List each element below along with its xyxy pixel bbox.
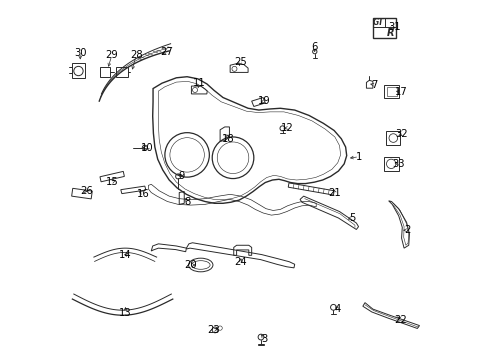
Bar — [383, 157, 398, 171]
Text: 19: 19 — [257, 96, 270, 106]
Bar — [386, 87, 396, 96]
Text: R: R — [386, 27, 393, 37]
Text: 21: 21 — [328, 188, 341, 198]
Text: 27: 27 — [160, 46, 172, 57]
Text: 14: 14 — [119, 250, 131, 260]
Text: 15: 15 — [106, 177, 119, 187]
Text: GT: GT — [372, 18, 384, 27]
Text: 9: 9 — [178, 171, 184, 181]
Text: 22: 22 — [394, 315, 407, 325]
Text: 3: 3 — [261, 333, 267, 343]
Text: 31: 31 — [387, 22, 400, 32]
Text: 10: 10 — [141, 143, 153, 153]
Text: 25: 25 — [233, 57, 246, 67]
Text: 12: 12 — [280, 123, 293, 133]
Bar — [386, 131, 400, 145]
Text: 11: 11 — [193, 78, 205, 88]
Text: 18: 18 — [222, 134, 234, 144]
Bar — [384, 85, 399, 98]
Bar — [72, 188, 92, 199]
Text: 20: 20 — [184, 260, 197, 270]
Text: 6: 6 — [310, 42, 317, 52]
Bar — [72, 63, 85, 78]
Text: 26: 26 — [80, 186, 93, 197]
Text: 5: 5 — [348, 213, 355, 222]
Text: 28: 28 — [130, 50, 142, 60]
Text: 1: 1 — [355, 152, 362, 162]
Bar — [116, 67, 127, 77]
Text: 16: 16 — [137, 189, 149, 199]
Text: 32: 32 — [394, 129, 407, 139]
Text: 24: 24 — [234, 257, 247, 267]
Text: 2: 2 — [404, 225, 410, 235]
Text: 13: 13 — [119, 308, 131, 318]
Text: 8: 8 — [183, 197, 190, 207]
Text: 29: 29 — [105, 50, 118, 60]
Text: 17: 17 — [394, 87, 407, 97]
Text: 30: 30 — [74, 48, 86, 58]
Text: 7: 7 — [370, 80, 377, 90]
Bar — [100, 67, 110, 77]
Text: 23: 23 — [207, 325, 220, 335]
Bar — [372, 18, 395, 39]
Text: 33: 33 — [392, 159, 404, 169]
Text: 4: 4 — [334, 304, 340, 314]
